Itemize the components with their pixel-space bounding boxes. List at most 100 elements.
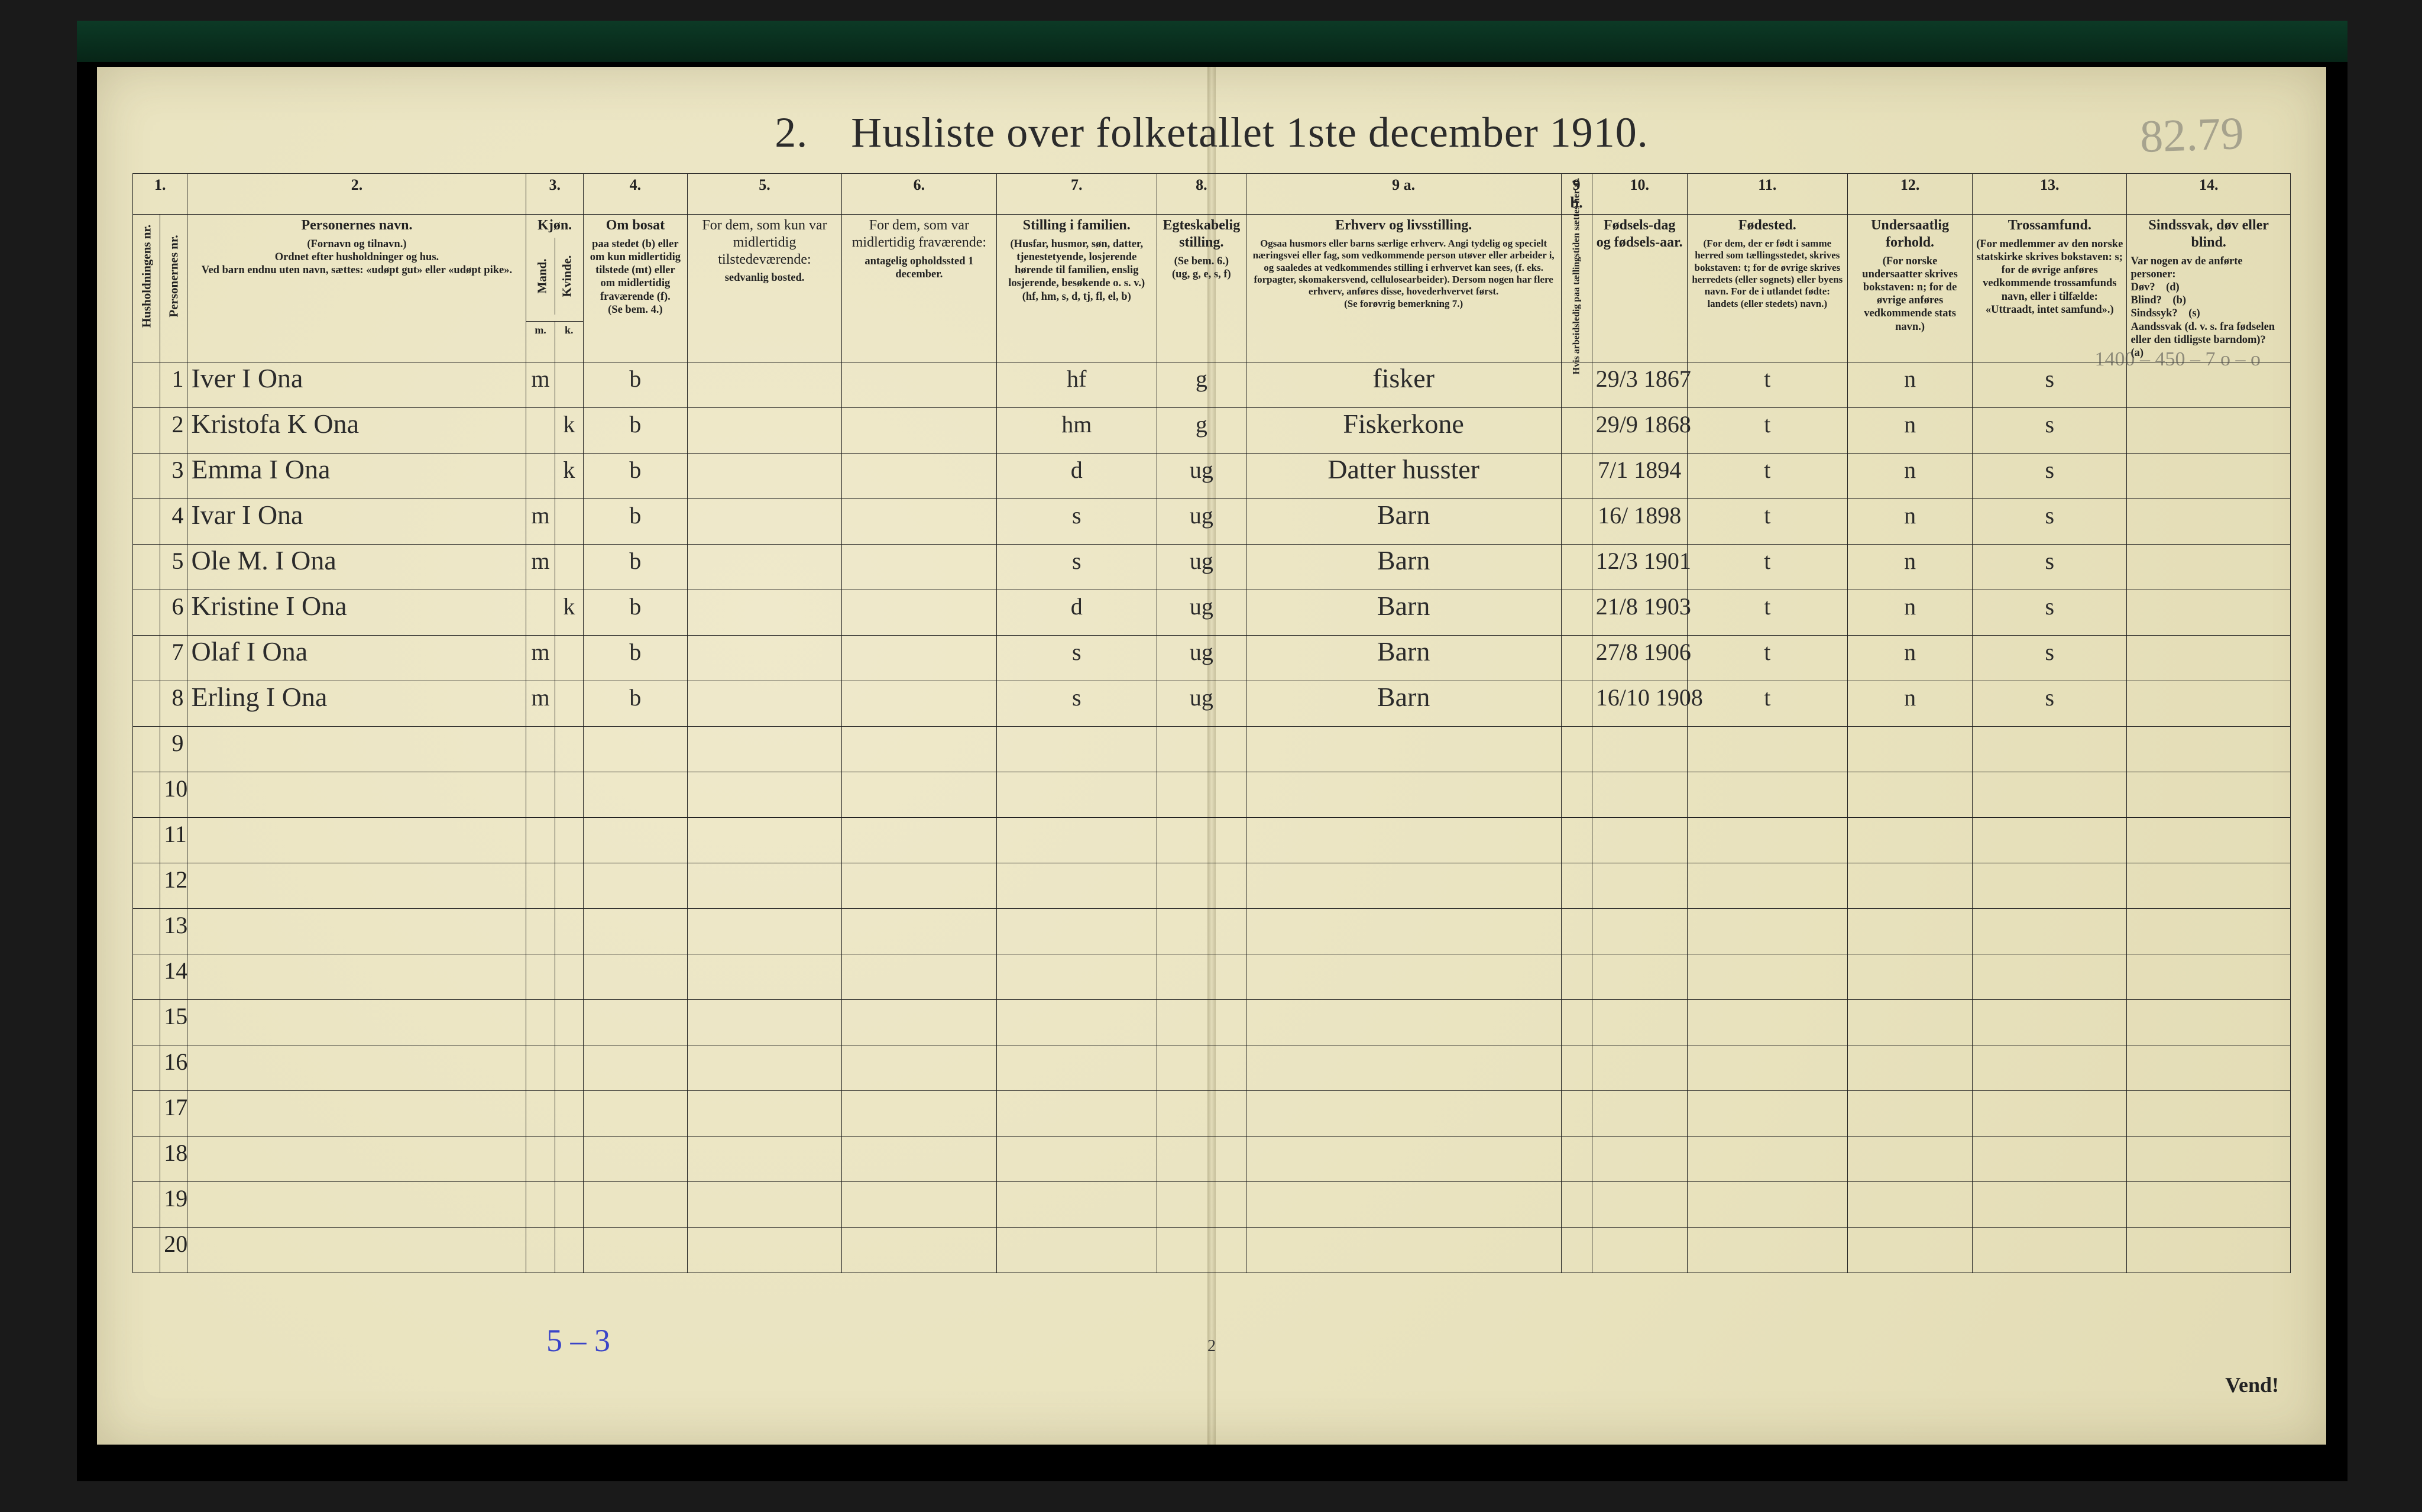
table-cell [133,545,160,590]
footer-note-left: 5 – 3 [546,1322,610,1359]
table-row: 18 [133,1137,2291,1182]
table-cell [1687,1228,1847,1273]
table-cell [1561,590,1592,636]
table-cell [555,1000,583,1045]
table-cell [1157,1045,1246,1091]
table-cell [1157,727,1246,772]
table-cell [1687,1182,1847,1228]
table-cell [133,590,160,636]
colnum-9a: 9 a. [1246,174,1561,215]
table-cell [1687,1091,1847,1137]
colnum-2: 2. [187,174,526,215]
row-number: 7 [160,636,187,681]
table-cell [687,1228,841,1273]
table-cell [526,909,555,954]
table-cell [842,1000,996,1045]
table-cell [555,681,583,727]
table-row: 8Erling I OnambsugBarn16/10 1908tns [133,681,2291,727]
table-cell [842,1228,996,1273]
sub-m: m. [526,322,555,362]
table-cell [1157,954,1246,1000]
table-cell [2127,636,2291,681]
row-number: 16 [160,1045,187,1091]
table-cell: ug [1157,681,1246,727]
colnum-5: 5. [687,174,841,215]
table-cell: b [583,545,687,590]
table-cell: s [1973,590,2127,636]
row-number: 13 [160,909,187,954]
table-cell [555,727,583,772]
table-cell [1848,909,1973,954]
table-cell: s [1973,636,2127,681]
table-cell: n [1848,681,1973,727]
table-cell [1973,909,2127,954]
row-number: 3 [160,454,187,499]
table-cell [526,408,555,454]
table-cell [1848,954,1973,1000]
table-cell [526,954,555,1000]
table-cell [1246,1091,1561,1137]
table-cell [2127,1000,2291,1045]
table-cell: n [1848,636,1973,681]
table-cell [1561,1182,1592,1228]
table-cell [996,1182,1157,1228]
table-cell: n [1848,362,1973,408]
table-cell [996,909,1157,954]
head-c12: Undersaatlig forhold. (For norske unders… [1848,215,1973,362]
table-cell [1246,772,1561,818]
head-c9a: Erhverv og livsstilling. Ogsaa husmors e… [1246,215,1561,362]
table-cell [1973,727,2127,772]
table-cell [1246,727,1561,772]
table-cell [1973,1137,2127,1182]
table-cell [1592,1137,1687,1182]
table-cell: Emma I Ona [187,454,526,499]
table-cell [1848,727,1973,772]
table-cell [1157,1228,1246,1273]
table-cell [1157,1137,1246,1182]
table-cell: ug [1157,545,1246,590]
row-number: 2 [160,408,187,454]
table-cell: t [1687,590,1847,636]
table-cell [133,1228,160,1273]
table-cell: s [1973,681,2127,727]
table-cell: Barn [1246,499,1561,545]
table-cell [133,408,160,454]
table-cell [1561,408,1592,454]
binder-strip [77,21,2347,62]
table-cell [1687,954,1847,1000]
table-cell [555,1182,583,1228]
header-row: Husholdningens nr. Personernes nr. Perso… [133,215,2291,322]
table-cell: Barn [1246,681,1561,727]
table-cell [583,954,687,1000]
table-cell [1592,772,1687,818]
table-cell [187,727,526,772]
table-cell [133,1000,160,1045]
table-cell [1246,1045,1561,1091]
table-cell [842,362,996,408]
colnum-6: 6. [842,174,996,215]
table-cell [996,1045,1157,1091]
table-cell [187,1137,526,1182]
head-navn: Personernes navn. (Fornavn og tilnavn.) … [187,215,526,362]
table-cell [1561,954,1592,1000]
table-cell [687,954,841,1000]
table-cell [1848,1137,1973,1182]
table-cell [1246,1137,1561,1182]
table-cell [555,818,583,863]
table-cell [133,727,160,772]
table-cell [1246,863,1561,909]
table-cell [555,362,583,408]
table-cell [526,1182,555,1228]
table-row: 10 [133,772,2291,818]
table-cell: 16/ 1898 [1592,499,1687,545]
table-cell: s [996,681,1157,727]
table-cell [996,863,1157,909]
colnum-4: 4. [583,174,687,215]
row-number: 17 [160,1091,187,1137]
table-cell [1561,681,1592,727]
table-row: 2Kristofa K OnakbhmgFiskerkone29/9 1868t… [133,408,2291,454]
table-cell [583,1182,687,1228]
table-cell [1687,1045,1847,1091]
table-cell [1561,772,1592,818]
table-cell: Iver I Ona [187,362,526,408]
